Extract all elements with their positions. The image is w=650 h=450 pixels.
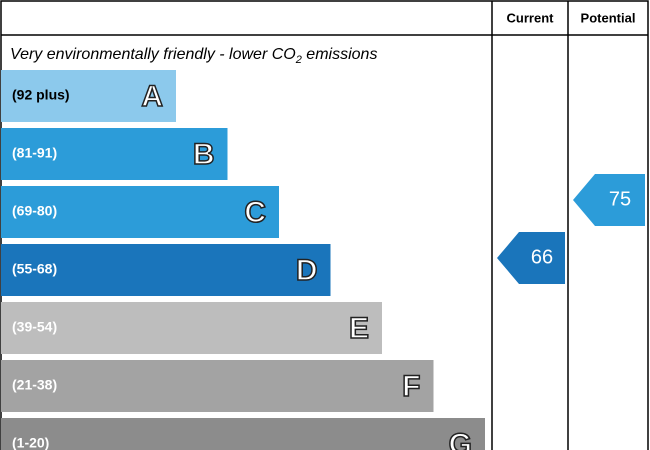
band-bar [1,70,176,122]
band-range: (81-91) [12,145,57,161]
band-bar [1,302,382,354]
band-bar [1,186,279,238]
band-range: (55-68) [12,261,57,277]
band-bar [1,244,331,296]
band-range: (1-20) [12,435,49,450]
band-range: (21-38) [12,377,57,393]
subtitle: Very environmentally friendly - lower CO… [10,46,377,66]
band-letter: F [402,370,420,403]
band-range: (39-54) [12,319,57,335]
potential-header: Potential [581,10,636,25]
band-range: (92 plus) [12,87,70,103]
band-letter: C [244,196,266,229]
rating-value: 75 [609,188,631,210]
rating-value: 66 [531,246,553,268]
band-bar [1,128,228,180]
band-bar [1,360,434,412]
rating-arrow [573,174,645,226]
band-range: (69-80) [12,203,57,219]
subtitle-suffix: emissions [302,46,378,63]
band-letter: G [449,428,472,450]
subscript: 2 [295,54,302,66]
rating-arrow [497,232,565,284]
current-header: Current [507,10,555,25]
subtitle-text: Very environmentally friendly - lower CO [10,46,296,63]
band-bar [1,418,485,450]
band-letter: D [296,254,318,287]
band-letter: B [193,138,215,171]
band-letter: A [141,80,163,113]
band-letter: E [349,312,369,345]
